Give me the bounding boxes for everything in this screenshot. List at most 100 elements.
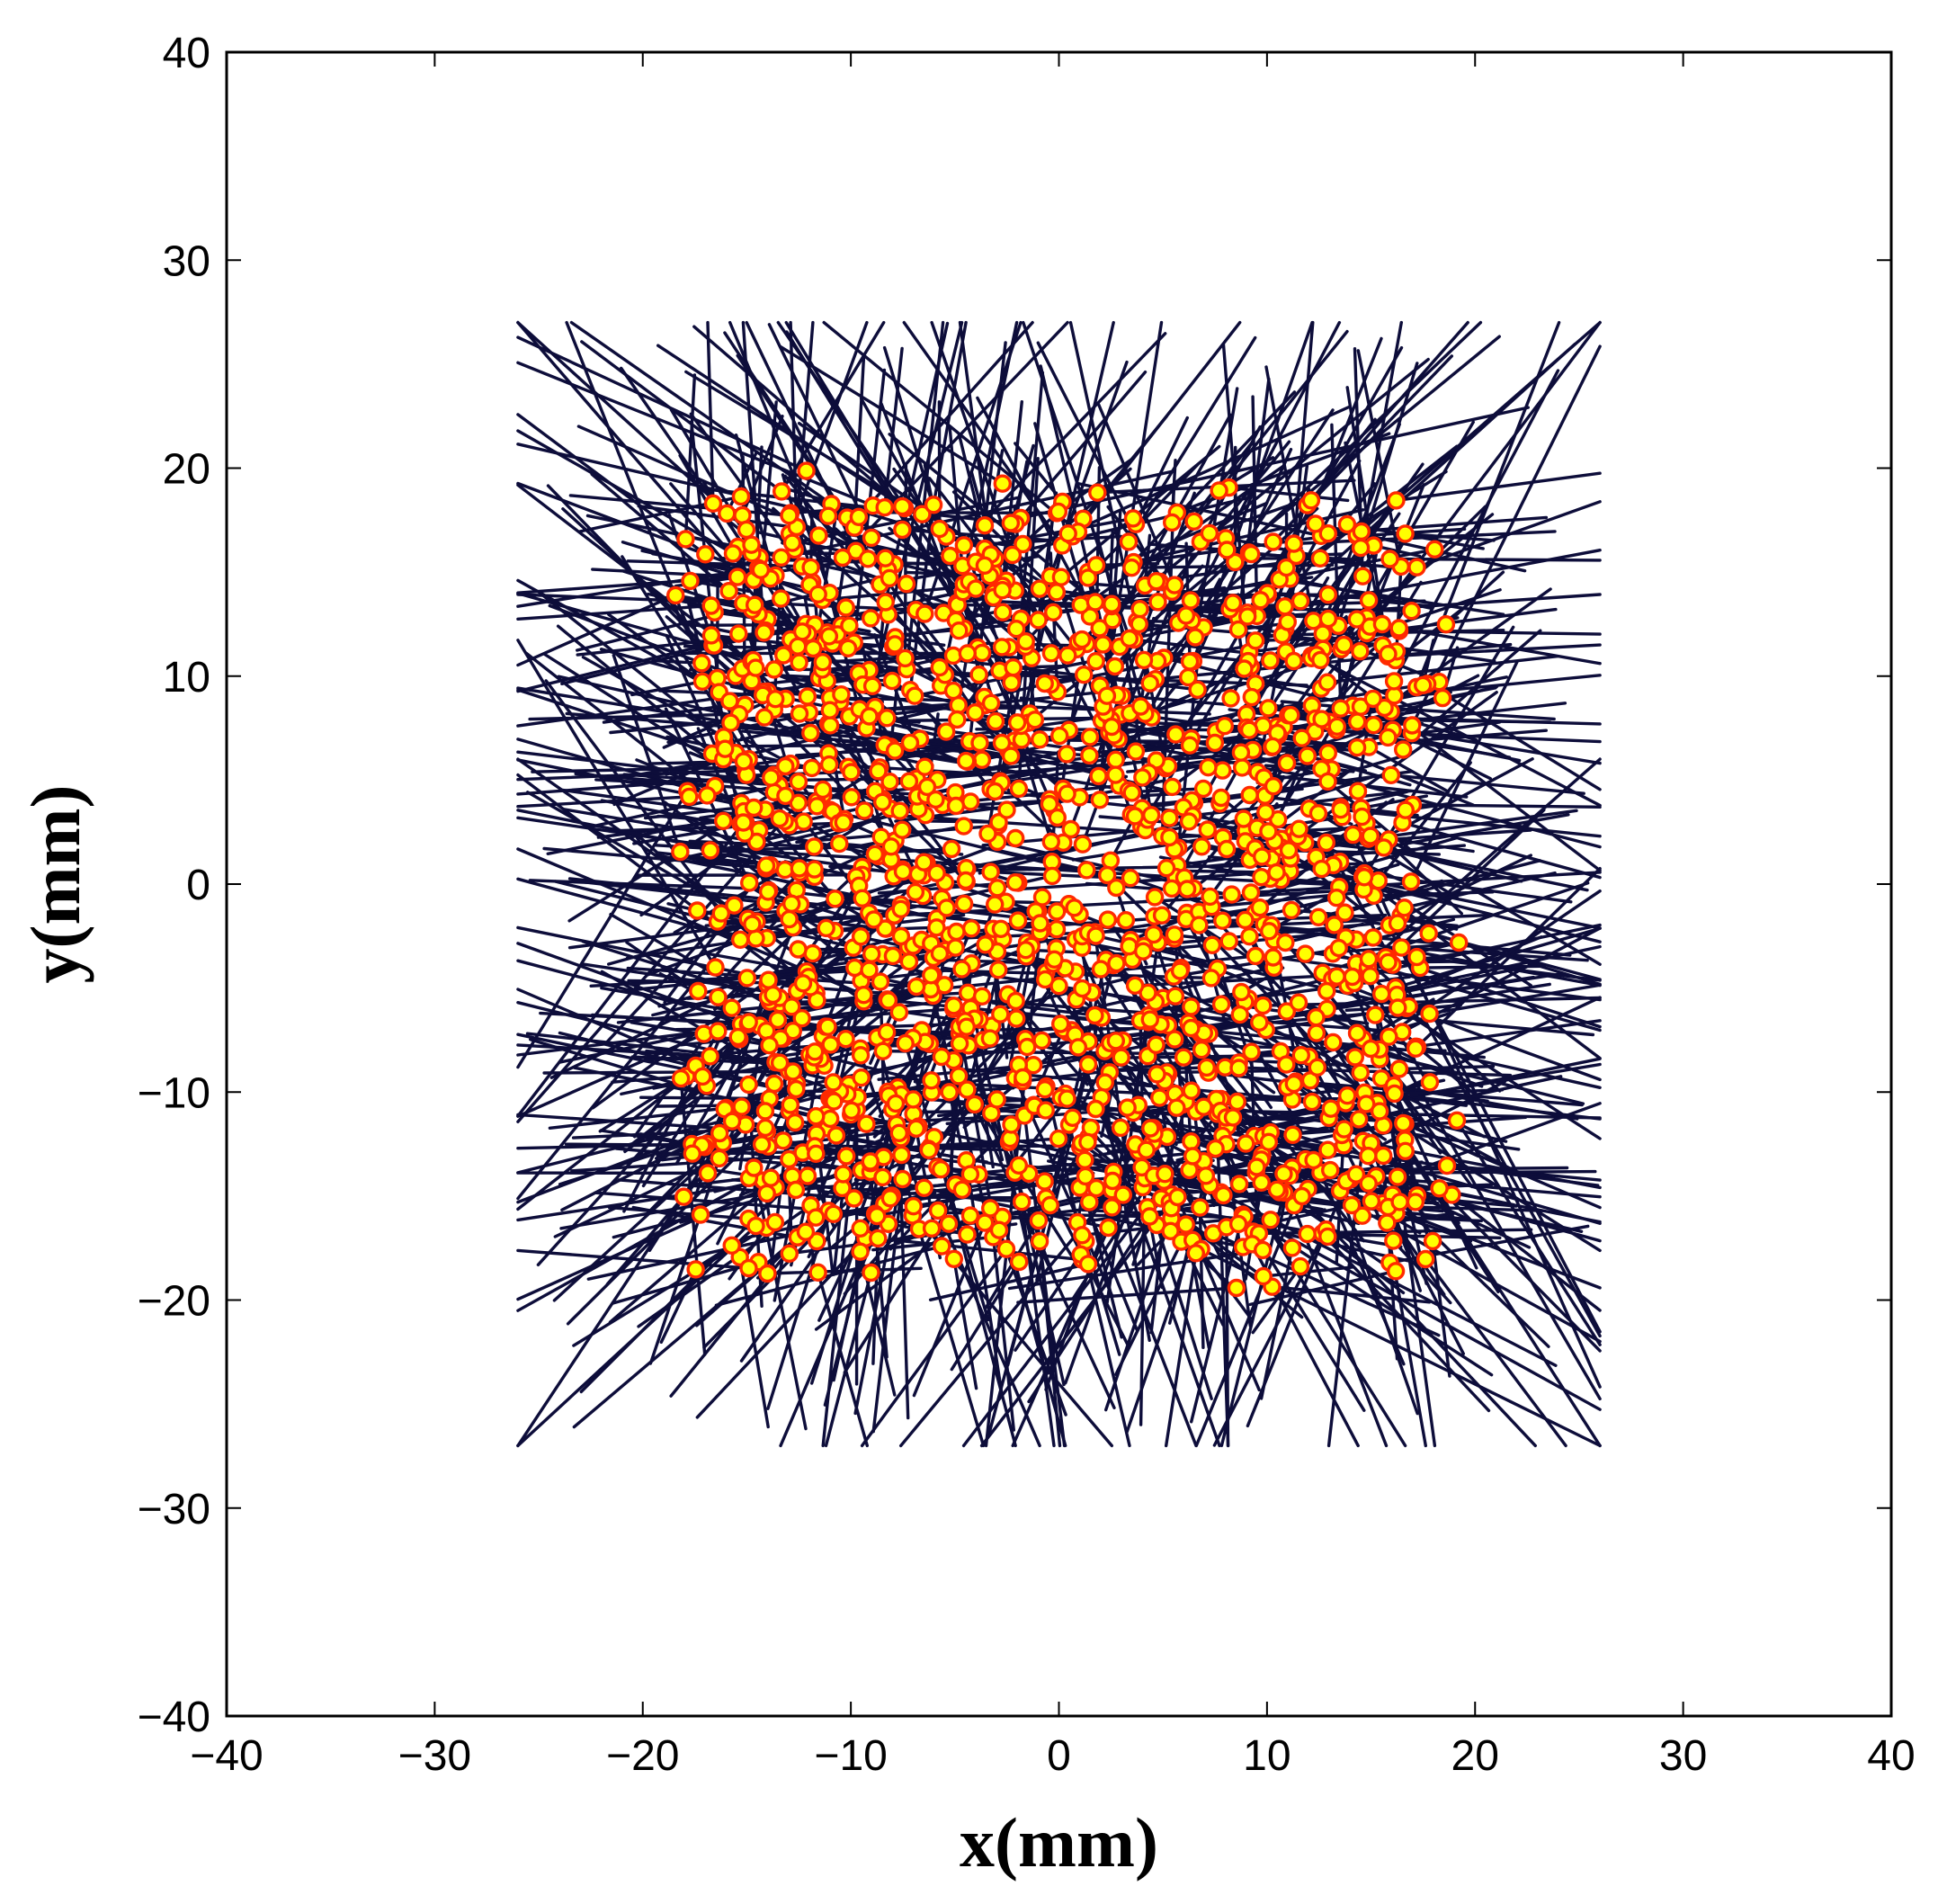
data-point [1296, 944, 1315, 963]
fiber-segment [1368, 320, 1602, 629]
data-point [1040, 1195, 1059, 1215]
data-point [1122, 559, 1141, 577]
data-point [1179, 812, 1199, 831]
data-point [1085, 1006, 1104, 1025]
data-point [1041, 832, 1061, 852]
data-point [960, 792, 980, 811]
data-point [987, 879, 1007, 898]
data-point [692, 672, 712, 691]
data-point [880, 1189, 900, 1208]
data-point [1291, 1256, 1310, 1276]
data-point [1407, 947, 1426, 967]
data-point [1080, 1193, 1099, 1211]
data-point [954, 817, 973, 836]
data-point [1097, 865, 1117, 885]
data-point [746, 1216, 765, 1236]
data-point [1419, 924, 1438, 943]
fiber-segment [912, 1220, 987, 1398]
fiber-segment [648, 1157, 721, 1365]
data-point [1086, 1178, 1106, 1198]
data-point [766, 690, 785, 709]
data-point [1120, 629, 1139, 648]
data-point [818, 506, 838, 525]
data-point [1091, 960, 1111, 979]
data-point [946, 796, 966, 816]
data-point [1048, 808, 1067, 827]
data-point [737, 969, 756, 988]
data-point [808, 585, 827, 603]
data-point [722, 1236, 741, 1256]
data-point [1181, 591, 1201, 610]
data-point [1192, 1040, 1211, 1059]
data-point [1133, 768, 1152, 787]
data-point [1292, 729, 1311, 747]
fiber-segment [1373, 1013, 1595, 1037]
fiber-segment [1318, 658, 1602, 808]
data-point [885, 635, 905, 654]
data-point [1077, 861, 1096, 880]
data-point [949, 1067, 969, 1086]
data-point [947, 922, 966, 942]
data-point [833, 548, 853, 568]
data-point [1388, 1167, 1407, 1186]
fiber-segment [1378, 1048, 1484, 1088]
fiber-segment [930, 320, 1014, 557]
data-point [1176, 606, 1196, 625]
fiber-segment [1392, 1084, 1579, 1121]
fiber-segment [1326, 1139, 1365, 1448]
data-point [1351, 538, 1371, 558]
data-point [1078, 568, 1098, 587]
data-point [857, 1114, 876, 1133]
fiber-segment [952, 1257, 978, 1390]
data-point [1140, 1010, 1160, 1029]
fiber-segment [1017, 1063, 1067, 1448]
data-point [1247, 1158, 1266, 1176]
data-point [821, 1109, 840, 1129]
fiber-segment [608, 1144, 817, 1324]
fiber-segment [568, 494, 791, 517]
fiber-segment [917, 1227, 986, 1448]
data-point [1140, 674, 1160, 693]
fiber-segment [816, 1271, 869, 1448]
fiber-segment [559, 1192, 769, 1230]
data-point [790, 653, 808, 672]
data-point [876, 549, 895, 568]
data-point [1386, 1262, 1406, 1281]
data-point [961, 919, 981, 938]
data-point [1379, 952, 1398, 972]
data-point [701, 596, 720, 615]
data-point [1101, 851, 1121, 870]
data-point [1403, 716, 1422, 735]
data-point [728, 568, 747, 586]
data-point [752, 1135, 772, 1154]
data-point [906, 1119, 925, 1139]
data-point [782, 894, 801, 913]
data-point [1267, 1180, 1287, 1200]
data-point [993, 581, 1012, 600]
data-point [818, 1017, 837, 1036]
data-point [792, 1008, 811, 1028]
data-point [681, 571, 700, 591]
data-point [1370, 1102, 1389, 1121]
data-point [1264, 948, 1282, 967]
data-point [975, 516, 995, 535]
data-point [936, 722, 956, 741]
fiber-segment [516, 1119, 734, 1204]
data-point [878, 709, 897, 728]
data-point [826, 1126, 846, 1145]
data-point [932, 1047, 951, 1067]
fiber-segment [688, 579, 751, 594]
fiber-segment [1267, 872, 1368, 934]
data-point [1130, 600, 1149, 619]
data-point [1384, 672, 1404, 691]
data-point [1250, 1013, 1269, 1032]
data-point [939, 1214, 959, 1233]
data-point [1058, 784, 1076, 803]
data-point [1211, 995, 1231, 1014]
fiber-segment [883, 346, 904, 509]
data-point [993, 474, 1013, 493]
data-point [845, 958, 864, 978]
data-point [1237, 1134, 1255, 1153]
data-point [807, 1208, 826, 1227]
